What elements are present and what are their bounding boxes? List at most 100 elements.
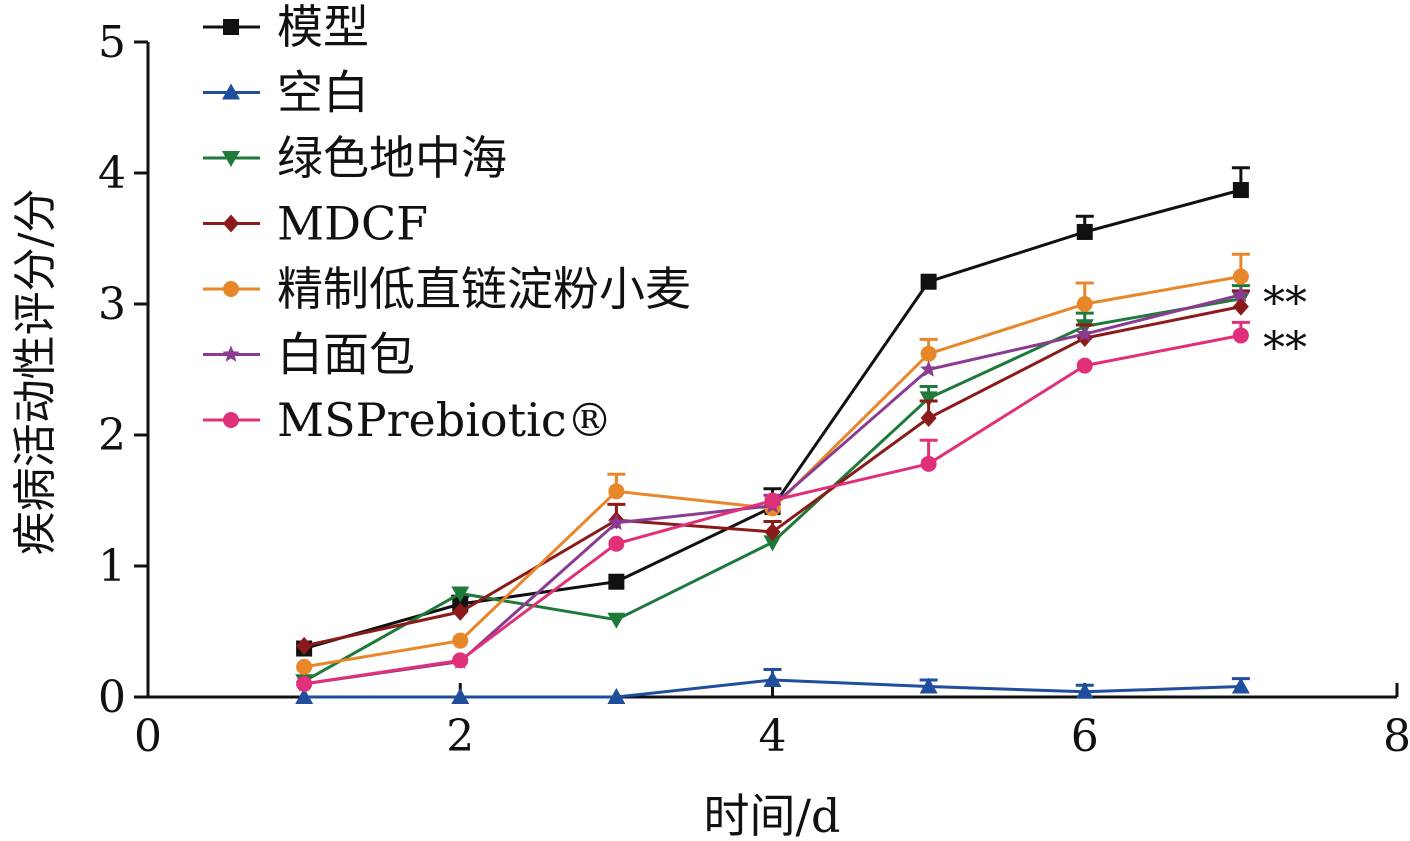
series-4 (296, 252, 1250, 675)
data-point (296, 675, 313, 692)
legend-entry: 空白 (203, 66, 369, 120)
data-point (1232, 182, 1249, 199)
y-tick-label: 0 (98, 672, 126, 723)
data-point (1076, 357, 1093, 374)
data-point (1231, 677, 1250, 694)
data-point (451, 688, 470, 704)
data-point-shape (451, 688, 470, 704)
data-point-shape (920, 408, 937, 427)
legend-marker-shape (223, 19, 239, 35)
data-point (452, 632, 469, 649)
data-point-shape (920, 360, 938, 377)
legend-marker (223, 281, 239, 297)
data-point (920, 408, 937, 427)
legend-marker (223, 214, 239, 233)
data-point-shape (452, 602, 469, 621)
data-point-shape (764, 522, 781, 541)
data-point (296, 636, 313, 655)
data-point-shape (1075, 682, 1094, 699)
data-point (920, 360, 938, 377)
legend-entry: MDCF (203, 197, 428, 251)
data-point (1075, 682, 1094, 699)
legend-label: 空白 (277, 66, 369, 120)
series-6 (296, 320, 1250, 692)
data-point (1076, 223, 1093, 240)
data-point-shape (1232, 285, 1250, 303)
data-point-shape (1232, 182, 1249, 199)
data-point-shape (920, 345, 937, 362)
data-point (919, 677, 938, 694)
legend-entry: 模型 (203, 0, 369, 54)
data-point (608, 573, 625, 590)
data-point (920, 455, 937, 472)
x-axis-title: 时间/d (704, 789, 841, 841)
data-point-shape (451, 586, 470, 603)
data-point (920, 273, 937, 290)
data-point (607, 612, 626, 629)
data-point-shape (296, 675, 313, 692)
data-point-shape (1076, 223, 1093, 240)
y-tick-label: 3 (98, 279, 126, 330)
data-point (764, 492, 781, 509)
legend-label: 绿色地中海 (277, 131, 507, 185)
x-tick-label: 6 (1071, 711, 1099, 762)
legend-label: 模型 (277, 0, 369, 54)
y-tick-label: 5 (98, 17, 126, 68)
data-point (1076, 325, 1094, 342)
significance-marker: ** (1263, 323, 1307, 374)
data-point-shape (1076, 357, 1093, 374)
legend-entry: 白面包 (203, 328, 415, 382)
y-axis-title: 疾病活动性评分/分 (10, 189, 61, 556)
data-point (452, 652, 469, 669)
y-tick-label: 1 (98, 541, 126, 592)
data-point-shape (608, 483, 625, 500)
data-point-shape (1076, 296, 1093, 312)
legend-marker-shape (223, 412, 239, 428)
significance-annotations: **** (1263, 278, 1307, 374)
legend-entry: 绿色地中海 (203, 131, 507, 185)
series-1 (295, 667, 1250, 704)
y-tick-label: 2 (98, 410, 126, 461)
data-point (607, 513, 625, 531)
legend-marker-shape (222, 151, 240, 167)
data-point (451, 586, 470, 603)
data-point-shape (452, 652, 469, 669)
data-point (607, 688, 626, 704)
legend-label: MSPrebiotic® (277, 393, 613, 447)
legend-marker-shape (222, 83, 240, 100)
data-point (763, 670, 782, 687)
data-point-shape (296, 636, 313, 655)
data-point (920, 345, 937, 362)
legend-label: MDCF (277, 197, 428, 251)
data-point-shape (607, 688, 626, 704)
legend-marker (222, 151, 240, 167)
data-point (764, 522, 781, 541)
x-tick-label: 2 (446, 711, 474, 762)
legend-marker-shape (223, 214, 239, 233)
data-point-shape (1232, 327, 1249, 344)
data-point-shape (1231, 677, 1250, 694)
data-point-shape (452, 632, 469, 649)
data-point (296, 658, 313, 675)
legend-marker (222, 345, 240, 362)
data-point-shape (920, 455, 937, 472)
data-point (608, 535, 625, 552)
data-point-shape (763, 535, 782, 552)
data-point-shape (607, 513, 625, 531)
data-point-shape (296, 658, 313, 675)
data-point-shape (608, 535, 625, 552)
legend-marker (223, 412, 239, 428)
legend-marker (222, 83, 240, 100)
data-point-shape (763, 670, 782, 687)
legend-marker (223, 19, 239, 35)
data-point (763, 535, 782, 552)
data-point-shape (764, 492, 781, 509)
data-point (1232, 268, 1249, 285)
series-layer (295, 166, 1250, 704)
data-point (1232, 297, 1249, 316)
legend-entry: MSPrebiotic® (203, 393, 613, 447)
series-line (303, 305, 1242, 648)
data-point-shape (919, 677, 938, 694)
